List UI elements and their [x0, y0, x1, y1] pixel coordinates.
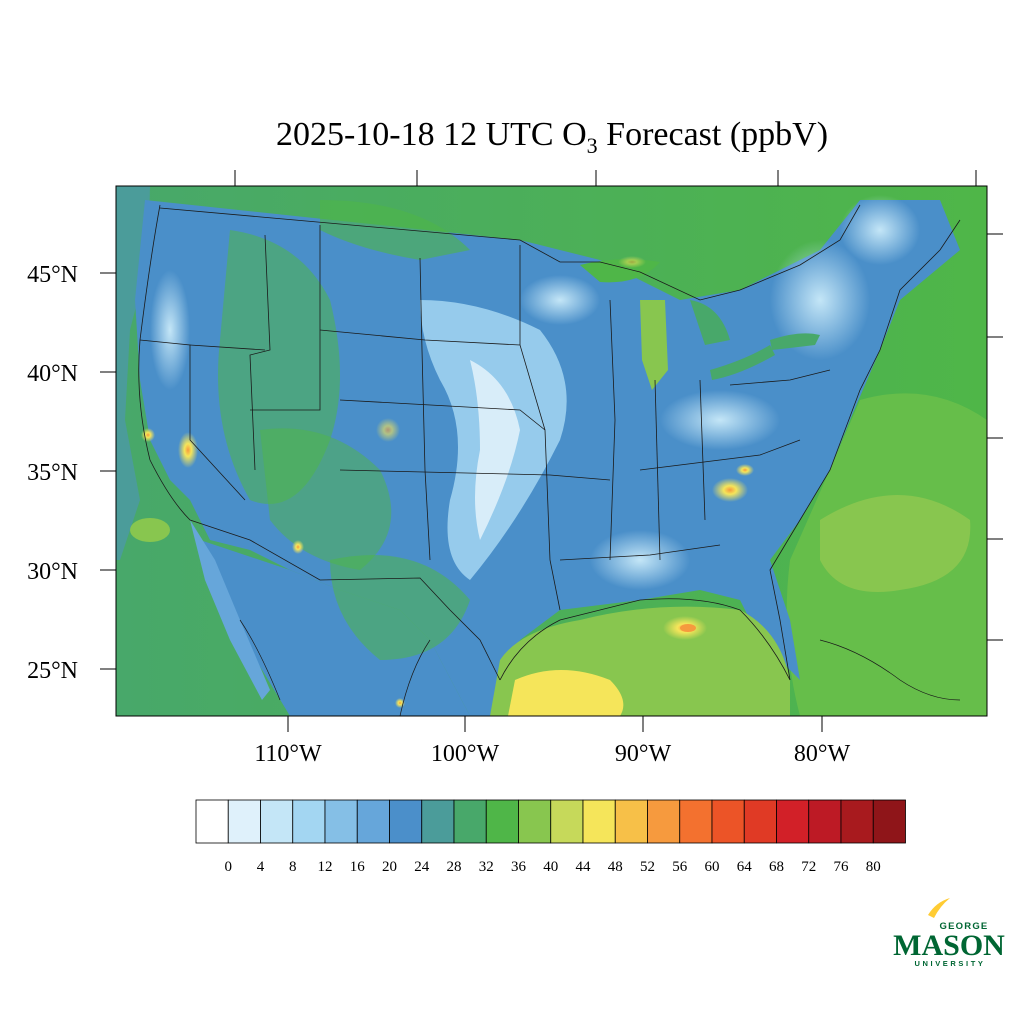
colorbar-swatch: [550, 799, 584, 844]
colorbar-swatch: [614, 799, 648, 844]
colorbar-swatch: [743, 799, 777, 844]
colorbar-swatch: [518, 799, 552, 844]
top-ticks: [234, 170, 977, 186]
colorbar-tick-label: 64: [737, 859, 753, 875]
longitude-labels: 110°W 100°W 90°W 80°W: [254, 741, 850, 767]
lake-michigan-field: [640, 300, 668, 390]
right-ticks: [987, 233, 1003, 641]
gmu-leaf-icon: [928, 898, 950, 918]
lake-erie-field: [710, 345, 775, 380]
lat-label-35: 35°N: [27, 460, 78, 486]
colorbar-tick-label: 12: [318, 859, 333, 875]
arizona-hotspot: [292, 540, 304, 554]
gulf-coast: [499, 598, 791, 681]
colorbar-tick-label: 56: [672, 859, 688, 875]
appalachian-hotspot: [712, 478, 748, 502]
lon-label-80: 80°W: [794, 741, 851, 767]
colorbar-swatch: [711, 799, 745, 844]
colorbar-swatch: [260, 799, 294, 844]
us-mexico-border: [189, 519, 501, 681]
logo-george: GEORGE: [940, 921, 989, 932]
colorbar-tick-label: 8: [289, 859, 297, 875]
lat-label-25: 25°N: [27, 658, 78, 684]
colorbar-swatch: [292, 799, 326, 844]
canada-us-border: [159, 204, 861, 301]
bay-area-hotspot: [141, 428, 155, 442]
logo-university: UNIVERSITY: [914, 959, 985, 968]
colorbar: [195, 799, 906, 844]
west-coast: [138, 204, 191, 521]
lake-ontario-field: [770, 333, 820, 350]
colorbar-tick-label: 4: [257, 859, 265, 875]
colorbar-swatch: [356, 799, 390, 844]
colorbar-swatch: [776, 799, 810, 844]
gmu-logo: GEORGE MASON UNIVERSITY: [893, 898, 1005, 968]
map-title: 2025-10-18 12 UTC O3 Forecast (ppbV): [276, 116, 828, 158]
colorbar-swatch: [485, 799, 519, 844]
lat-label-45: 45°N: [27, 262, 78, 288]
colorbar-tick-label: 20: [382, 859, 397, 875]
colorbar-swatch: [582, 799, 616, 844]
colorbar-tick-label: 68: [769, 859, 784, 875]
mexico-landmass: [200, 540, 470, 716]
colorbar-tick-label: 72: [801, 859, 816, 875]
left-ticks: [100, 272, 116, 670]
lon-label-90: 90°W: [615, 741, 672, 767]
colorbar-labels: 0 4 8 12 16 20 24 28 32 36 40 44 48 52 56 60 64 68 72 76 80: [225, 859, 881, 875]
colorbar-tick-label: 76: [834, 859, 850, 875]
colorbar-tick-label: 80: [866, 859, 881, 875]
southern-plains-green: [330, 555, 470, 660]
colorbar-tick-label: 32: [479, 859, 494, 875]
colorbar-swatch: [679, 799, 713, 844]
colorbar-tick-label: 16: [350, 859, 366, 875]
gulf-yellow: [508, 670, 624, 716]
lat-label-30: 30°N: [27, 559, 78, 585]
colorbar-tick-label: 36: [511, 859, 527, 875]
lon-label-110: 110°W: [254, 741, 322, 767]
colorbar-swatch: [840, 799, 874, 844]
lat-label-40: 40°N: [27, 361, 78, 387]
lake-huron-field: [690, 300, 730, 345]
bottom-ticks: [287, 716, 823, 732]
north-plains-green: [320, 200, 470, 260]
southwest-green: [260, 428, 392, 570]
colorbar-swatch: [453, 799, 487, 844]
colorbar-tick-label: 52: [640, 859, 655, 875]
baja-landmass: [190, 520, 270, 700]
borders: [138, 204, 961, 681]
atlantic-yellowish: [820, 495, 971, 592]
colorbar-tick-label: 28: [447, 859, 462, 875]
colorbar-swatch: [227, 799, 261, 844]
logo-mason: MASON: [893, 929, 1005, 962]
colorbar-tick-label: 48: [608, 859, 623, 875]
colorbar-swatch: [808, 799, 842, 844]
colorbar-swatch: [389, 799, 423, 844]
plains-lowest-streak: [470, 360, 520, 540]
ozone-field-map: [116, 186, 987, 716]
colorbar-swatch: [421, 799, 455, 844]
title-subscript: 3: [587, 133, 598, 158]
east-coast: [769, 219, 961, 681]
map-frame: [115, 185, 988, 717]
central-valley-hotspot: [178, 432, 198, 468]
colorbar-tick-label: 40: [543, 859, 558, 875]
colorbar-swatch: [324, 799, 358, 844]
colorbar-swatch: [647, 799, 681, 844]
colorbar-tick-label: 0: [225, 859, 233, 875]
colorbar-swatch: [872, 799, 906, 844]
colorbar-tick-label: 24: [414, 859, 430, 875]
latitude-labels: 45°N 40°N 35°N 30°N 25°N: [27, 262, 78, 684]
colorbar-tick-label: 60: [705, 859, 720, 875]
lon-label-100: 100°W: [431, 741, 500, 767]
colorbar-swatch: [195, 799, 229, 844]
colorbar-tick-label: 44: [576, 859, 592, 875]
